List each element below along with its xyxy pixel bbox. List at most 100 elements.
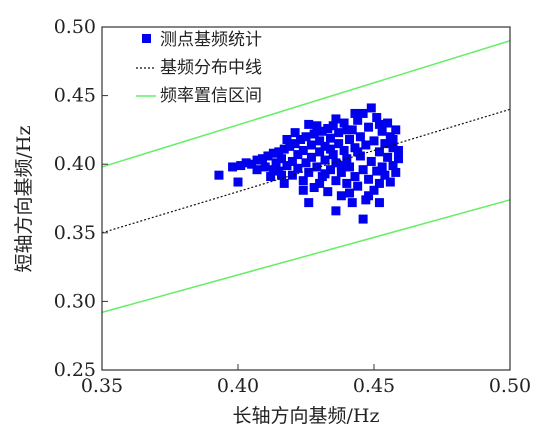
scatter-point [282,135,292,144]
scatter-point [347,125,357,135]
scatter-point [268,165,278,175]
scatter-point [380,170,390,180]
scatter-point [290,128,300,138]
scatter-point [285,141,295,151]
scatter-point [282,161,292,171]
y-tick-label: 0.35 [54,222,96,244]
scatter-point [366,103,376,113]
scatter-point [241,158,251,168]
scatter-point [377,126,387,136]
scatter-point [345,162,355,172]
scatter-point [263,151,273,161]
scatter-point [331,206,341,216]
scatter-point [317,126,327,136]
scatter-point [388,161,398,171]
scatter-point [304,198,314,208]
legend-label-confidence: 频率置信区间 [160,86,262,106]
scatter-point [369,185,379,195]
scatter-point [279,144,289,154]
scatter-point [320,141,330,151]
scatter-point [380,139,390,149]
scatter-point [298,185,308,195]
scatter-point [287,156,297,166]
scatter-point [304,119,314,129]
scatter-point [287,170,297,180]
scatter-point [315,147,325,157]
scatter-point [372,166,382,176]
scatter-point [342,178,352,188]
scatter-point [355,132,365,142]
scatter-point [298,145,308,155]
scatter-point [228,162,238,172]
scatter-point [252,155,262,165]
scatter-point [383,118,393,128]
x-tick-label: 0.50 [489,375,531,397]
y-tick-label: 0.50 [54,16,96,38]
scatter-point [385,177,395,187]
scatter-point [257,154,267,164]
scatter-point [293,163,303,173]
scatter-point [372,113,382,123]
scatter-point [358,108,368,118]
scatter-point [350,172,360,182]
scatter-point [364,122,374,132]
scatter-point [391,125,401,135]
scatter-point [364,191,374,201]
scatter-point [350,108,360,118]
legend: 测点基频统计 基频分布中线 频率置信区间 [136,30,262,106]
scatter-point [383,152,393,162]
scatter-point [331,176,341,186]
scatter-point [358,214,368,224]
confidence-lower-line [101,199,511,314]
scatter-point [339,145,349,155]
scatter-point [312,121,322,131]
scatter-point [323,187,333,197]
midline [101,108,511,234]
scatter-point [336,191,346,201]
scatter-point [325,165,335,175]
scatter-point [279,178,289,188]
scatter-point [374,147,384,157]
scatter-point [364,174,374,184]
scatter-point [353,181,363,191]
y-axis-label: 短轴方向基频/Hz [13,126,35,273]
scatter-point [325,133,335,143]
scatter-point [393,145,403,155]
scatter-point [236,161,246,171]
x-tick-label: 0.40 [217,375,259,397]
scatter-point [353,115,363,125]
scatter-point [345,135,355,144]
scatter-point [366,156,376,166]
plot-frame [101,26,511,371]
scatter-point [393,154,403,164]
scatter-point [391,167,401,177]
scatter-point [306,152,316,162]
scatter-point [304,167,314,177]
scatter-point [252,165,262,175]
scatter-point [328,150,338,160]
scatter-point [374,198,384,208]
scatter-point [361,140,371,150]
scatter-point [268,148,278,158]
scatter-point [296,135,306,144]
scatter-point [388,143,398,153]
scatter-point [277,154,287,164]
scatter-point [345,188,355,198]
plot-area [101,40,511,314]
scatter-point [214,170,224,180]
scatter-point [323,124,333,134]
scatter-point [358,165,368,175]
scatter-point [247,159,257,169]
scatter-point [374,119,384,129]
scatter-point [353,147,363,157]
scatter-point [277,170,287,180]
scatter-point [331,158,341,168]
scatter-point [274,147,284,157]
scatter-point [301,158,311,168]
scatter-point [369,136,379,146]
scatter-point [266,172,276,182]
scatter-point [233,177,243,187]
scatter-point [328,121,338,131]
x-axis-label: 长轴方向基频/Hz [233,405,380,427]
